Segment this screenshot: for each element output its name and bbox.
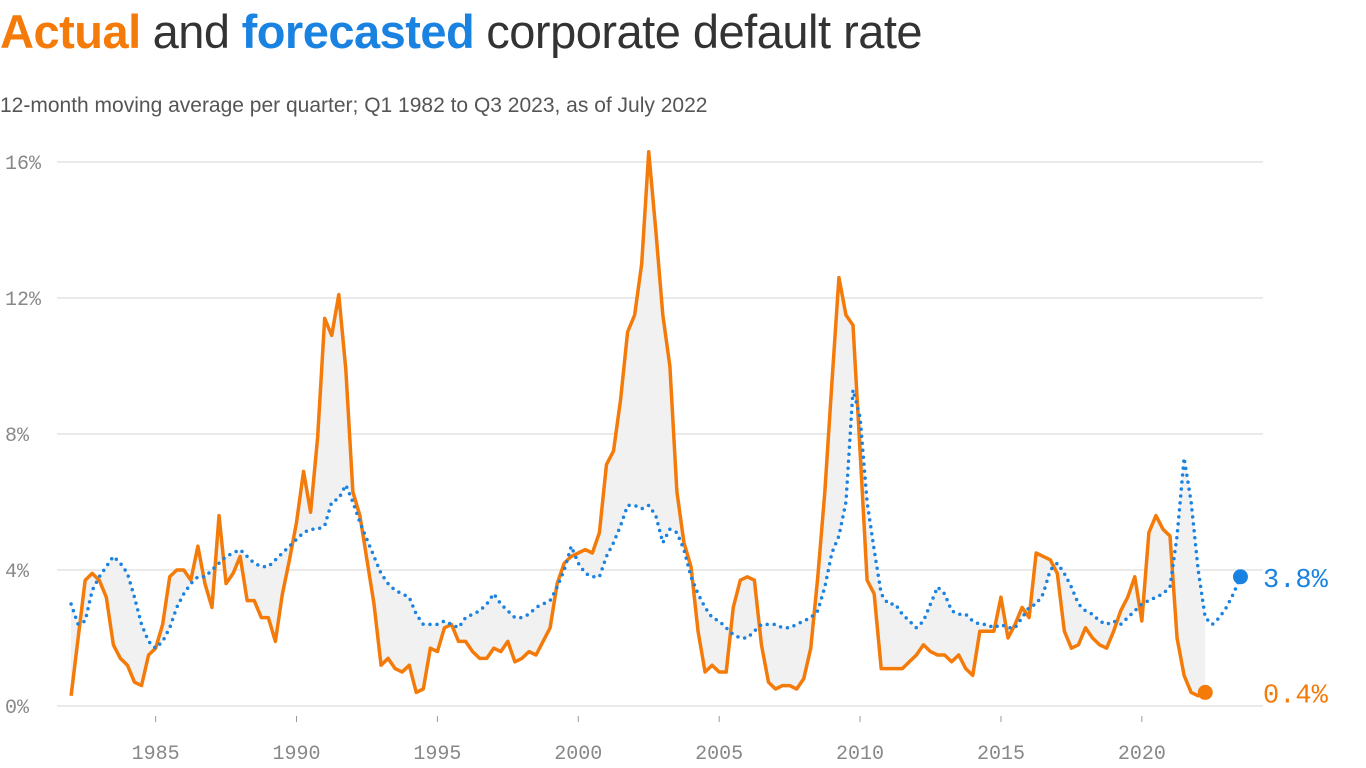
x-tick-label: 1995 (413, 743, 461, 766)
title-part: corporate default rate (486, 5, 923, 58)
x-tick-label: 1985 (132, 743, 180, 766)
x-tick-label: 1990 (273, 743, 321, 766)
y-tick-label: 12% (5, 289, 42, 312)
x-tick-label: 2010 (836, 743, 884, 766)
gap-area (71, 151, 1206, 696)
end-label: 3.8% (1263, 566, 1329, 596)
y-tick-label: 4% (5, 561, 30, 584)
x-tick-label: 2020 (1118, 743, 1166, 766)
end-dot (1232, 569, 1248, 585)
y-tick-label: 0% (5, 697, 30, 720)
x-tick-label: 2015 (977, 743, 1025, 766)
end-label: 0.4% (1263, 681, 1329, 711)
end-dot (1197, 684, 1213, 700)
chart-subtitle: 12-month moving average per quarter; Q1 … (0, 94, 708, 117)
y-tick-label: 16% (5, 153, 42, 176)
title-part: Actual (0, 5, 141, 58)
x-tick-label: 2000 (554, 743, 602, 766)
line-forecasted (69, 388, 1243, 650)
y-tick-label: 8% (5, 425, 30, 448)
x-tick-label: 2005 (695, 743, 743, 766)
title-part: forecasted (241, 5, 475, 58)
chart-title: Actual and forecasted corporate default rat… (0, 4, 934, 59)
title-part: and (152, 5, 230, 58)
line-actual (69, 150, 1207, 698)
